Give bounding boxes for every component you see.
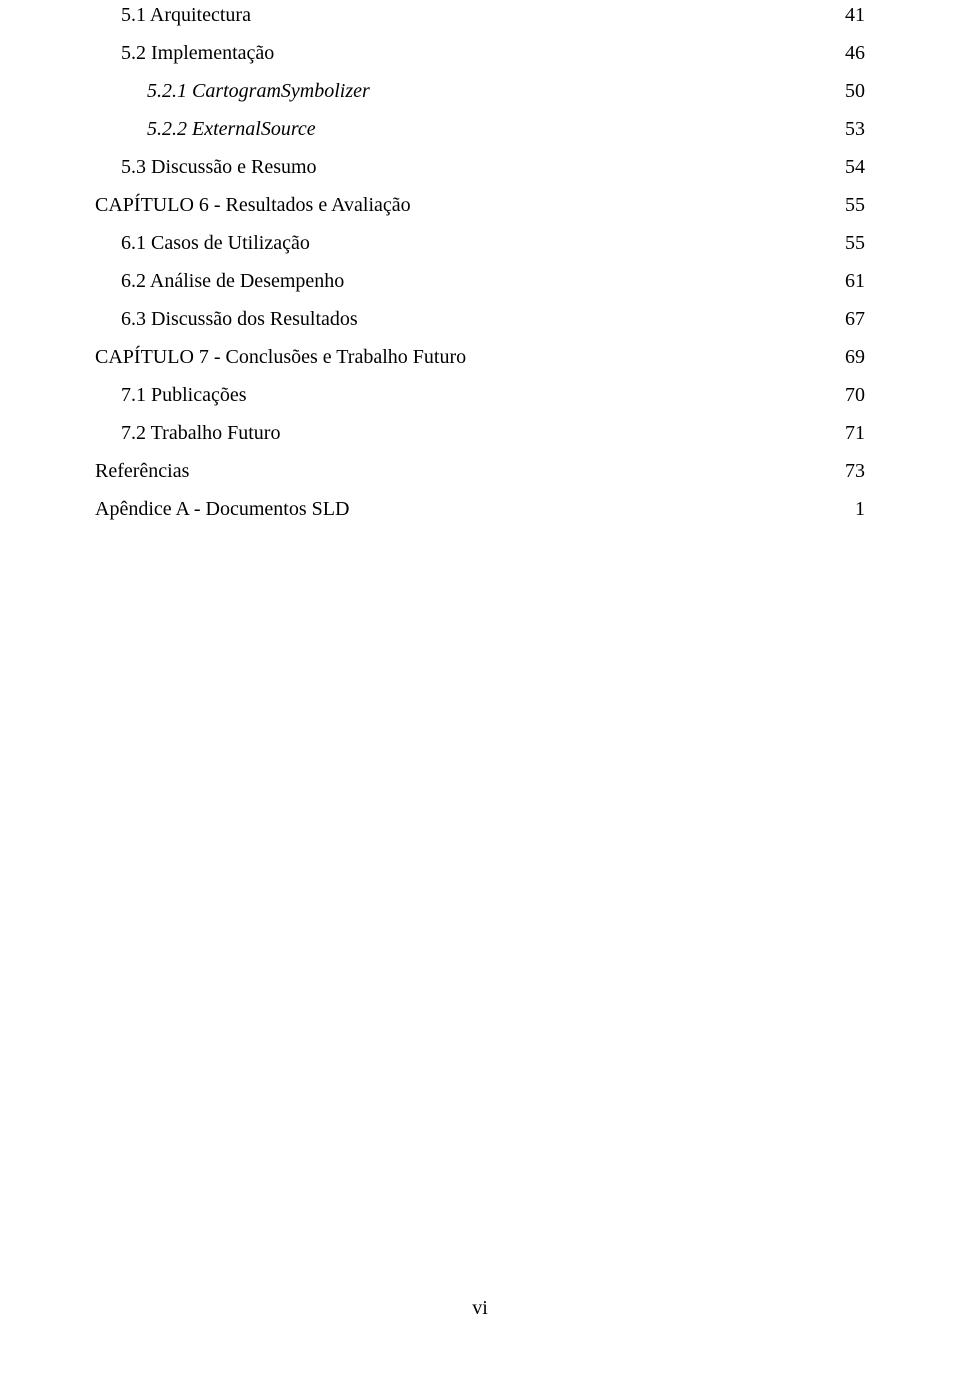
toc-entry: CAPÍTULO 7 - Conclusões e Trabalho Futur… <box>95 343 865 372</box>
toc-entry: Apêndice A - Documentos SLD 1 <box>95 495 865 524</box>
toc-entry-label: 6.2 Análise de Desempenho <box>121 267 344 296</box>
toc-entry-label: 5.2.1 CartogramSymbolizer <box>147 77 370 106</box>
toc-entry: 7.2 Trabalho Futuro 71 <box>95 419 865 448</box>
page-number: vi <box>472 1297 488 1319</box>
toc-entry-label: CAPÍTULO 6 - Resultados e Avaliação <box>95 191 411 220</box>
toc-entry-page: 1 <box>855 495 865 524</box>
toc-entry-page: 50 <box>845 77 865 106</box>
toc-entry-label: 6.1 Casos de Utilização <box>121 229 310 258</box>
toc-entry: 5.2.2 ExternalSource 53 <box>95 115 865 144</box>
toc-entry-page: 70 <box>845 381 865 410</box>
toc-entry-page: 67 <box>845 305 865 334</box>
toc-entry-page: 46 <box>845 39 865 68</box>
toc-entry-label: 6.3 Discussão dos Resultados <box>121 305 358 334</box>
toc-entry-label: Referências <box>95 457 189 486</box>
toc-entry: 5.1 Arquitectura 41 <box>95 1 865 30</box>
toc-entry-page: 53 <box>845 115 865 144</box>
page: 5.1 Arquitectura415.2 Implementação465.2… <box>0 0 960 1375</box>
toc-entry-page: 73 <box>845 457 865 486</box>
toc-entry-page: 54 <box>845 153 865 182</box>
table-of-contents: 5.1 Arquitectura415.2 Implementação465.2… <box>95 1 865 524</box>
toc-entry-label: 5.2.2 ExternalSource <box>147 115 316 144</box>
toc-entry-label: 7.2 Trabalho Futuro <box>121 419 280 448</box>
toc-entry-label: CAPÍTULO 7 - Conclusões e Trabalho Futur… <box>95 343 466 372</box>
toc-entry-label: 5.3 Discussão e Resumo <box>121 153 317 182</box>
toc-entry-page: 61 <box>845 267 865 296</box>
toc-entry: 7.1 Publicações 70 <box>95 381 865 410</box>
toc-entry-label: Apêndice A - Documentos SLD <box>95 495 349 524</box>
toc-entry: 5.2.1 CartogramSymbolizer 50 <box>95 77 865 106</box>
toc-entry-page: 55 <box>845 229 865 258</box>
toc-entry-page: 55 <box>845 191 865 220</box>
toc-entry: 6.2 Análise de Desempenho 61 <box>95 267 865 296</box>
toc-entry: Referências 73 <box>95 457 865 486</box>
toc-entry-page: 69 <box>845 343 865 372</box>
toc-entry: 5.2 Implementação 46 <box>95 39 865 68</box>
toc-entry: CAPÍTULO 6 - Resultados e Avaliação 55 <box>95 191 865 220</box>
toc-entry-label: 7.1 Publicações <box>121 381 247 410</box>
toc-entry-label: 5.1 Arquitectura <box>121 1 251 30</box>
toc-entry-label: 5.2 Implementação <box>121 39 274 68</box>
toc-entry-page: 71 <box>845 419 865 448</box>
toc-entry: 6.1 Casos de Utilização 55 <box>95 229 865 258</box>
toc-entry: 5.3 Discussão e Resumo 54 <box>95 153 865 182</box>
page-footer: vi <box>0 1297 960 1320</box>
toc-entry: 6.3 Discussão dos Resultados 67 <box>95 305 865 334</box>
toc-entry-page: 41 <box>845 1 865 30</box>
